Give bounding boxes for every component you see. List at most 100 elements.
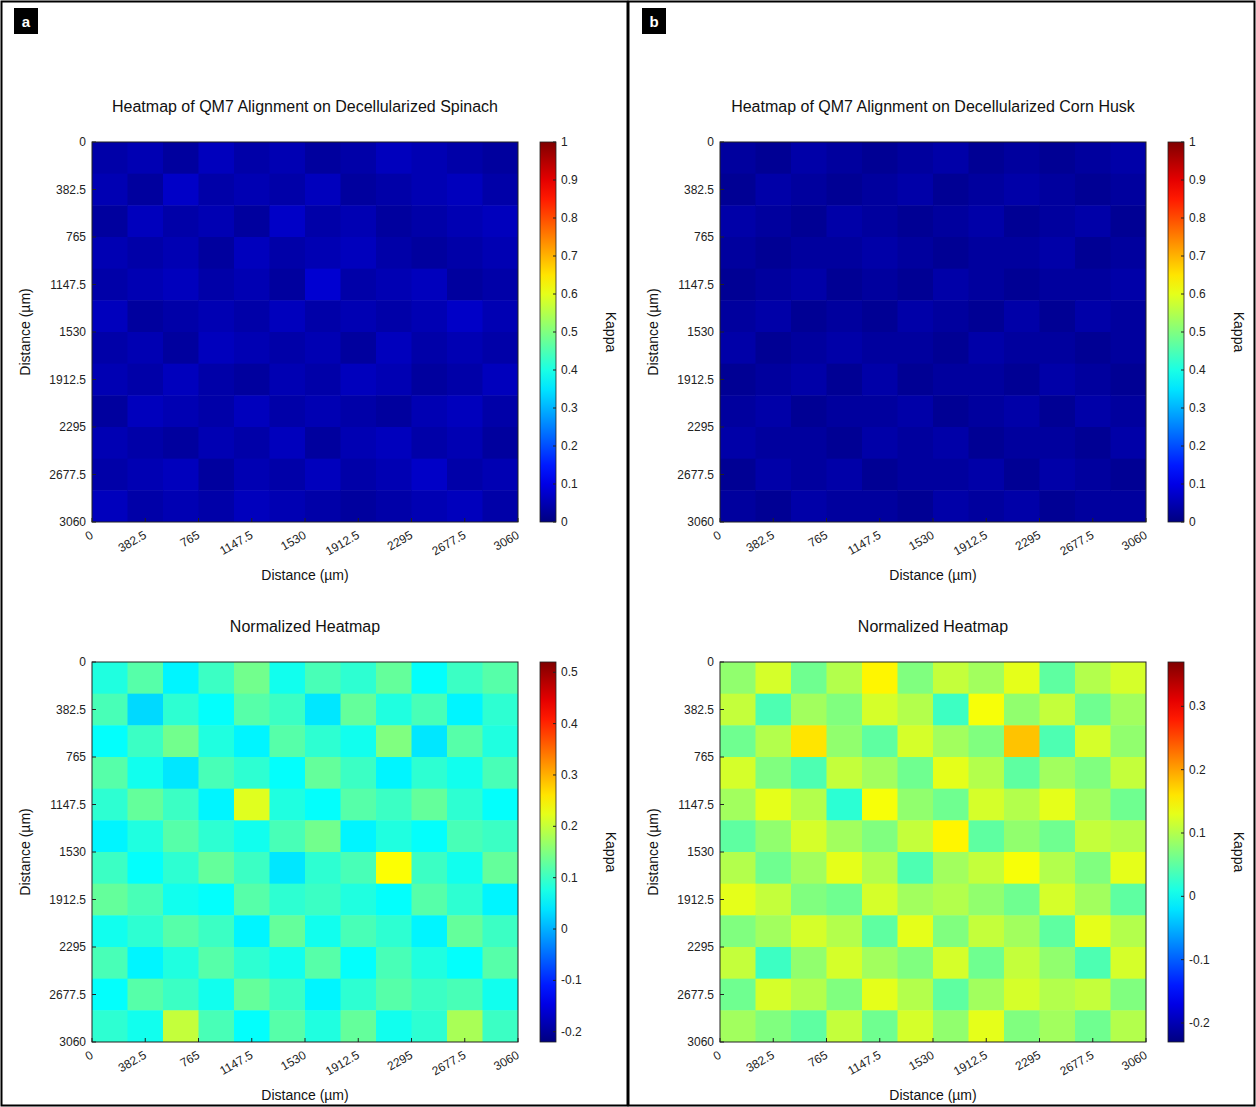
heatmap-cell bbox=[199, 757, 235, 789]
heatmap-cell bbox=[862, 884, 898, 916]
heatmap-cell bbox=[933, 694, 969, 726]
heatmap-cell bbox=[305, 820, 341, 852]
heatmap-cell bbox=[827, 300, 863, 332]
heatmap-cell bbox=[163, 947, 199, 979]
colorbar-tick-label: 0.8 bbox=[561, 211, 578, 225]
heatmap-cell bbox=[128, 1010, 164, 1042]
heatmap-cell bbox=[862, 490, 898, 522]
x-tick bbox=[198, 1038, 199, 1042]
heatmap-cell bbox=[720, 142, 756, 174]
heatmap-cell bbox=[1075, 395, 1111, 427]
heatmap-cell bbox=[163, 789, 199, 821]
heatmap-cell bbox=[199, 662, 235, 694]
heatmap-cell bbox=[1040, 757, 1076, 789]
x-tick bbox=[826, 518, 827, 522]
heatmap-cell bbox=[412, 174, 448, 206]
heatmap-cell bbox=[1004, 979, 1040, 1011]
heatmap-cell bbox=[199, 979, 235, 1011]
y-tick bbox=[720, 474, 724, 475]
y-axis-title: Distance (µm) bbox=[645, 288, 661, 375]
heatmap-cell bbox=[827, 662, 863, 694]
colorbar-tick bbox=[1181, 142, 1184, 143]
heatmap-cell bbox=[1111, 979, 1147, 1011]
y-tick-label: 765 bbox=[66, 750, 86, 764]
heatmap-cell bbox=[827, 490, 863, 522]
heatmap-cell bbox=[898, 915, 934, 947]
y-tick bbox=[720, 379, 724, 380]
heatmap-cell bbox=[756, 947, 792, 979]
heatmap-cell bbox=[756, 884, 792, 916]
heatmap-cell bbox=[376, 142, 412, 174]
heatmap-cell bbox=[92, 979, 128, 1011]
x-tick-label: 382.5 bbox=[744, 528, 777, 555]
heatmap-cell bbox=[827, 269, 863, 301]
heatmap-cell bbox=[92, 820, 128, 852]
heatmap-cell bbox=[92, 459, 128, 491]
heatmap-cell bbox=[827, 757, 863, 789]
heatmap-cell bbox=[412, 694, 448, 726]
heatmap-cell bbox=[827, 947, 863, 979]
heatmap-cell bbox=[447, 852, 483, 884]
y-tick-label: 0 bbox=[79, 135, 86, 149]
heatmap-cell bbox=[1111, 300, 1147, 332]
heatmap-cell bbox=[376, 820, 412, 852]
heatmap-cell bbox=[720, 490, 756, 522]
heatmap-cell bbox=[92, 332, 128, 364]
heatmap-cell bbox=[234, 490, 270, 522]
heatmap-cell bbox=[1004, 915, 1040, 947]
heatmap-cell bbox=[305, 269, 341, 301]
heatmap-cell bbox=[1004, 1010, 1040, 1042]
y-tick bbox=[92, 662, 96, 663]
colorbar-tick bbox=[1181, 408, 1184, 409]
colorbar-tick bbox=[1181, 332, 1184, 333]
plot-frame bbox=[720, 662, 1146, 1042]
heatmap-cell bbox=[1075, 789, 1111, 821]
heatmap-cell bbox=[412, 459, 448, 491]
heatmap-cell bbox=[1040, 1010, 1076, 1042]
heatmap-cell bbox=[756, 852, 792, 884]
heatmap-cell bbox=[756, 427, 792, 459]
y-tick bbox=[720, 142, 724, 143]
heatmap-cell bbox=[1111, 490, 1147, 522]
y-tick-label: 1530 bbox=[59, 845, 86, 859]
heatmap-cell bbox=[92, 852, 128, 884]
heatmap-cell bbox=[128, 725, 164, 757]
heatmap-cell bbox=[199, 852, 235, 884]
heatmap-cell bbox=[1075, 205, 1111, 237]
heatmap-cell bbox=[341, 205, 377, 237]
heatmap-cell bbox=[1040, 820, 1076, 852]
heatmap-cell bbox=[1040, 662, 1076, 694]
x-tick bbox=[826, 1038, 827, 1042]
heatmap-cell bbox=[720, 725, 756, 757]
heatmap-cell bbox=[827, 694, 863, 726]
heatmap-cell bbox=[1004, 725, 1040, 757]
heatmap-cell bbox=[483, 490, 519, 522]
heatmap-cell bbox=[128, 852, 164, 884]
heatmap-cell bbox=[720, 395, 756, 427]
heatmap-cell bbox=[898, 884, 934, 916]
heatmap-cell bbox=[756, 490, 792, 522]
heatmap-cell bbox=[92, 142, 128, 174]
heatmap-cell bbox=[163, 395, 199, 427]
heatmap-cell bbox=[92, 300, 128, 332]
heatmap-cell bbox=[791, 884, 827, 916]
heatmap-cell bbox=[1004, 269, 1040, 301]
heatmap-cell bbox=[270, 979, 306, 1011]
heatmap-cell bbox=[933, 852, 969, 884]
colorbar-tick-label: 0.3 bbox=[561, 768, 578, 782]
heatmap-cell bbox=[128, 662, 164, 694]
colorbar-title: Kappa bbox=[1231, 312, 1247, 353]
heatmap-cell bbox=[898, 820, 934, 852]
heatmap-cell bbox=[447, 725, 483, 757]
heatmap-cell bbox=[1040, 142, 1076, 174]
heatmap-cell bbox=[483, 694, 519, 726]
heatmap-cell bbox=[341, 694, 377, 726]
x-tick bbox=[1039, 518, 1040, 522]
heatmap-cell bbox=[199, 884, 235, 916]
colorbar-tick-label: 0.5 bbox=[1189, 325, 1206, 339]
x-tick-label: 1912.5 bbox=[323, 528, 362, 559]
heatmap-cell bbox=[791, 852, 827, 884]
heatmap-cell bbox=[305, 395, 341, 427]
heatmap-cell bbox=[1004, 789, 1040, 821]
y-tick-label: 1912.5 bbox=[677, 893, 714, 907]
